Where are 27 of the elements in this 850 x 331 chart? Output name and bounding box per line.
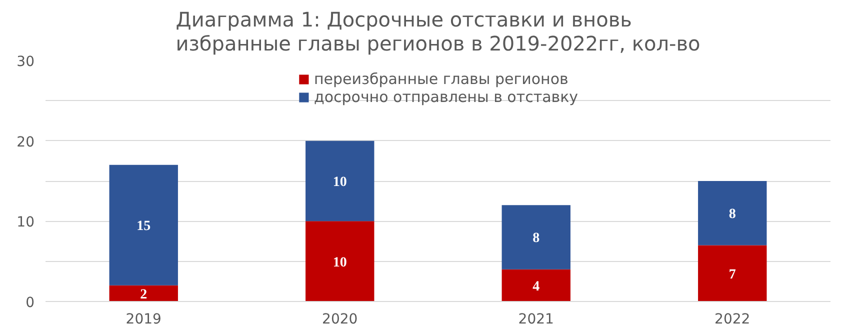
x-tick-label: 2022 xyxy=(714,312,750,328)
data-label: 4 xyxy=(532,279,540,294)
y-tick-label: 30 xyxy=(16,54,35,70)
bar xyxy=(698,181,767,246)
bar xyxy=(109,164,178,286)
bar xyxy=(306,221,374,302)
y-tick-label: 20 xyxy=(16,134,35,150)
data-label: 10 xyxy=(332,175,347,190)
chart-title: Диаграмма 1: Досрочные отставки и вновь избранные главы регионов в 2019-2022гг, кол-во xyxy=(176,8,700,56)
data-label: 2 xyxy=(140,287,148,302)
bar xyxy=(502,269,570,302)
legend-label: досрочно отправлены в отставку xyxy=(314,88,578,106)
bar xyxy=(502,205,570,270)
legend-label: переизбранные главы регионов xyxy=(314,70,568,88)
data-label: 15 xyxy=(136,219,151,234)
y-tick-label: 0 xyxy=(26,295,35,311)
x-tick-label: 2021 xyxy=(518,312,554,328)
bar xyxy=(698,245,767,302)
bar xyxy=(306,140,374,222)
data-label: 8 xyxy=(728,207,736,222)
data-label: 7 xyxy=(728,267,736,282)
data-label: 10 xyxy=(332,255,347,270)
bar xyxy=(109,285,178,302)
data-label: 8 xyxy=(532,231,540,246)
x-tick-label: 2020 xyxy=(322,312,358,328)
x-tick-label: 2019 xyxy=(126,312,162,328)
y-tick-label: 10 xyxy=(16,214,35,231)
